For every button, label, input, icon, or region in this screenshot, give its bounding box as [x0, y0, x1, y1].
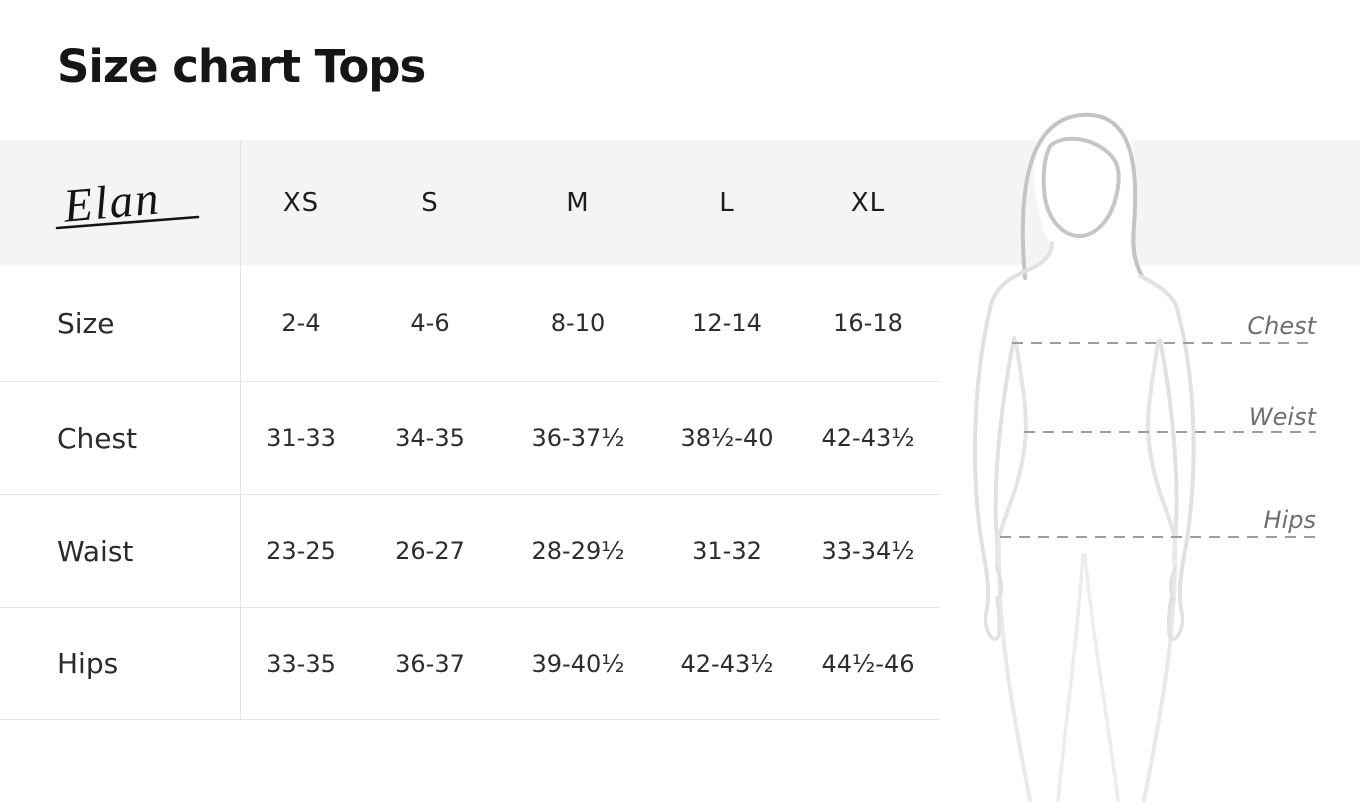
hips-cell: 42-43½: [680, 649, 774, 678]
right-hand-outline: [1167, 566, 1185, 641]
waist-cell: 28-29½: [531, 537, 625, 565]
column-header-m: M: [566, 187, 590, 218]
column-header-xl: XL: [850, 187, 886, 218]
hips-cell: 33-35: [266, 649, 336, 678]
right-inner-leg-outline: [1083, 553, 1120, 802]
chest-cell: 36-37½: [531, 424, 625, 452]
table-row-waist: Waist 23-25 26-27 28-29½ 31-32 33-34½: [0, 495, 940, 608]
size-cell: 2-4: [281, 309, 321, 337]
page-title: Size chart Tops: [57, 40, 426, 93]
brand-logo: Elan: [40, 158, 240, 253]
measure-label-hips: Hips: [1263, 506, 1316, 534]
measure-label-weist: Weist: [1248, 403, 1316, 431]
column-header-xs: XS: [282, 187, 320, 218]
row-label-hips: Hips: [57, 647, 119, 680]
measure-label-chest: Chest: [1247, 312, 1316, 340]
size-cell: 16-18: [833, 309, 903, 337]
waist-cell: 26-27: [395, 537, 465, 565]
chest-cell: 42-43½: [821, 424, 915, 452]
left-torso-outline: [997, 340, 1028, 540]
size-cell: 8-10: [550, 309, 606, 337]
hips-cell: 39-40½: [531, 649, 625, 678]
table-row-hips: Hips 33-35 36-37 39-40½ 42-43½ 44½-46: [0, 608, 940, 720]
table-header-row: XS S M L XL: [0, 140, 940, 265]
size-cell: 4-6: [410, 309, 450, 337]
brand-logo-underline: [55, 215, 200, 230]
row-label-chest: Chest: [57, 421, 138, 455]
left-hand-outline: [983, 566, 1003, 641]
size-table: XS S M L XL Size 2-4 4-6 8-10 12-14 16-1…: [0, 140, 940, 720]
hips-cell: 44½-46: [821, 649, 915, 678]
waist-cell: 33-34½: [821, 537, 915, 565]
chest-cell: 34-35: [395, 424, 465, 452]
left-inner-leg-outline: [1056, 553, 1085, 802]
hips-cell: 36-37: [395, 649, 465, 678]
right-shoulder-arm-outline: [1138, 274, 1196, 610]
row-label-size: Size: [57, 306, 115, 340]
brand-logo-svg: Elan: [55, 172, 200, 233]
table-vertical-divider: [240, 140, 241, 720]
body-silhouette-figure: [940, 100, 1360, 804]
hair-outline: [1020, 112, 1144, 280]
table-row-chest: Chest 31-33 34-35 36-37½ 38½-40 42-43½: [0, 382, 940, 495]
size-cell: 12-14: [692, 309, 762, 337]
body-silhouette-svg: [972, 112, 1316, 802]
right-torso-outline: [1146, 340, 1177, 540]
chest-cell: 31-33: [266, 424, 336, 452]
column-header-s: S: [421, 187, 439, 218]
left-shoulder-arm-outline: [972, 241, 1054, 610]
column-header-l: L: [719, 187, 735, 218]
waist-cell: 23-25: [266, 537, 336, 565]
row-label-waist: Waist: [57, 534, 134, 568]
face-outline: [1041, 136, 1121, 238]
waist-cell: 31-32: [692, 537, 762, 565]
chest-cell: 38½-40: [680, 424, 774, 452]
left-outer-leg-outline: [996, 536, 1032, 802]
table-row-size: Size 2-4 4-6 8-10 12-14 16-18: [0, 265, 940, 382]
